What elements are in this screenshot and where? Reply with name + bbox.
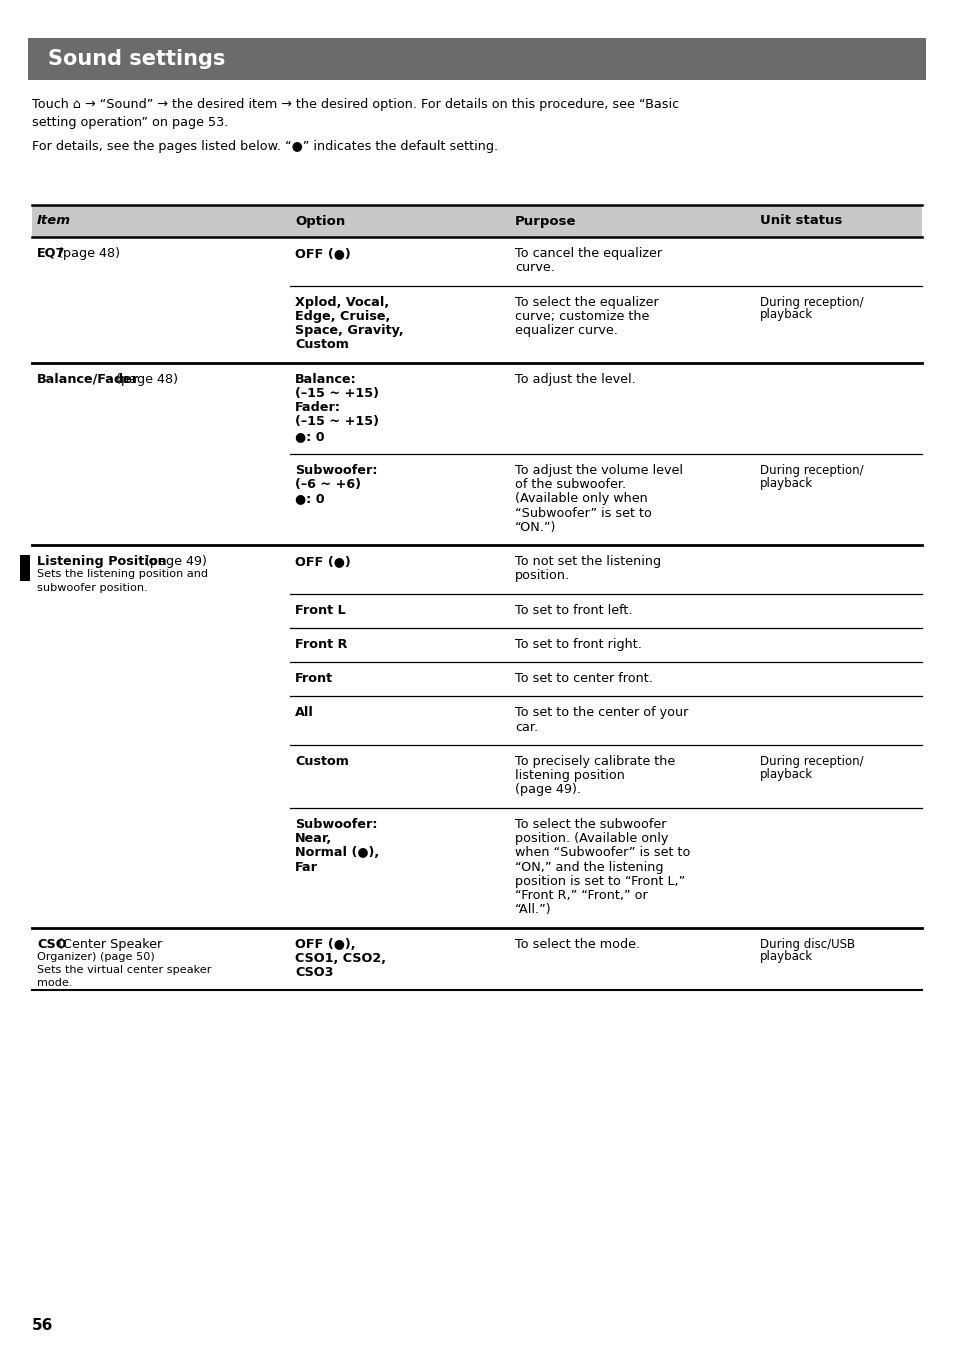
Text: Organizer) (page 50): Organizer) (page 50) bbox=[37, 952, 154, 961]
Text: (Center Speaker: (Center Speaker bbox=[54, 937, 162, 950]
Text: Subwoofer:: Subwoofer: bbox=[294, 818, 377, 830]
Text: Option: Option bbox=[294, 215, 345, 227]
Text: Purpose: Purpose bbox=[515, 215, 576, 227]
Text: mode.: mode. bbox=[37, 977, 72, 988]
Text: playback: playback bbox=[760, 950, 812, 964]
Text: Sets the virtual center speaker: Sets the virtual center speaker bbox=[37, 965, 212, 975]
Text: Edge, Cruise,: Edge, Cruise, bbox=[294, 310, 390, 323]
Text: Sound settings: Sound settings bbox=[48, 49, 225, 69]
Text: Touch ⌂ → “Sound” → the desired item → the desired option. For details on this p: Touch ⌂ → “Sound” → the desired item → t… bbox=[32, 97, 679, 111]
Text: Near,: Near, bbox=[294, 831, 332, 845]
Text: playback: playback bbox=[760, 308, 812, 322]
Text: Normal (●),: Normal (●), bbox=[294, 846, 378, 860]
Text: playback: playback bbox=[760, 477, 812, 489]
Text: position is set to “Front L,”: position is set to “Front L,” bbox=[515, 875, 684, 888]
Text: Space, Gravity,: Space, Gravity, bbox=[294, 324, 403, 337]
FancyBboxPatch shape bbox=[20, 556, 30, 581]
Text: (page 49): (page 49) bbox=[141, 556, 207, 568]
Text: Unit status: Unit status bbox=[760, 215, 841, 227]
Text: subwoofer position.: subwoofer position. bbox=[37, 583, 148, 592]
Text: Fader:: Fader: bbox=[294, 402, 340, 414]
Text: Listening Position: Listening Position bbox=[37, 556, 167, 568]
Text: ●: 0: ●: 0 bbox=[294, 430, 324, 442]
Text: “ON.”): “ON.”) bbox=[515, 521, 556, 534]
Text: EQ7: EQ7 bbox=[37, 247, 66, 260]
Text: curve.: curve. bbox=[515, 261, 555, 274]
Text: During reception/: During reception/ bbox=[760, 464, 862, 477]
Text: ●: 0: ●: 0 bbox=[294, 492, 324, 506]
Text: (–15 ~ +15): (–15 ~ +15) bbox=[294, 415, 378, 429]
Text: Balance:: Balance: bbox=[294, 373, 356, 385]
Text: To adjust the level.: To adjust the level. bbox=[515, 373, 635, 385]
Text: OFF (●): OFF (●) bbox=[294, 556, 351, 568]
Text: equalizer curve.: equalizer curve. bbox=[515, 324, 618, 337]
Text: During disc/USB: During disc/USB bbox=[760, 937, 854, 950]
Text: To not set the listening: To not set the listening bbox=[515, 556, 660, 568]
Text: setting operation” on page 53.: setting operation” on page 53. bbox=[32, 116, 228, 128]
Text: listening position: listening position bbox=[515, 769, 624, 783]
Text: To select the equalizer: To select the equalizer bbox=[515, 296, 659, 308]
Text: Front: Front bbox=[294, 672, 333, 685]
Text: To adjust the volume level: To adjust the volume level bbox=[515, 464, 682, 477]
FancyBboxPatch shape bbox=[32, 206, 921, 237]
Text: Far: Far bbox=[294, 860, 317, 873]
Text: To set to the center of your: To set to the center of your bbox=[515, 707, 688, 719]
Text: Item: Item bbox=[37, 215, 71, 227]
Text: “All.”): “All.”) bbox=[515, 903, 551, 917]
Text: Custom: Custom bbox=[294, 338, 349, 352]
Text: (–6 ~ +6): (–6 ~ +6) bbox=[294, 479, 360, 491]
Text: playback: playback bbox=[760, 768, 812, 780]
Text: OFF (●): OFF (●) bbox=[294, 247, 351, 260]
Text: Front L: Front L bbox=[294, 604, 345, 617]
Text: position. (Available only: position. (Available only bbox=[515, 831, 668, 845]
Text: “Front R,” “Front,” or: “Front R,” “Front,” or bbox=[515, 890, 647, 902]
Text: To set to front left.: To set to front left. bbox=[515, 604, 632, 617]
Text: (page 49).: (page 49). bbox=[515, 784, 580, 796]
Text: (Available only when: (Available only when bbox=[515, 492, 647, 506]
Text: CSO3: CSO3 bbox=[294, 967, 334, 979]
Text: To select the subwoofer: To select the subwoofer bbox=[515, 818, 666, 830]
Text: (page 48): (page 48) bbox=[54, 247, 120, 260]
Text: “ON,” and the listening: “ON,” and the listening bbox=[515, 860, 662, 873]
Text: Xplod, Vocal,: Xplod, Vocal, bbox=[294, 296, 389, 308]
Text: Balance/Fader: Balance/Fader bbox=[37, 373, 139, 385]
Text: Subwoofer:: Subwoofer: bbox=[294, 464, 377, 477]
Text: To cancel the equalizer: To cancel the equalizer bbox=[515, 247, 661, 260]
Text: All: All bbox=[294, 707, 314, 719]
Text: curve; customize the: curve; customize the bbox=[515, 310, 649, 323]
Text: when “Subwoofer” is set to: when “Subwoofer” is set to bbox=[515, 846, 690, 860]
Text: Custom: Custom bbox=[294, 754, 349, 768]
Text: Sets the listening position and: Sets the listening position and bbox=[37, 569, 208, 580]
Text: (page 48): (page 48) bbox=[112, 373, 178, 385]
Text: To set to front right.: To set to front right. bbox=[515, 638, 641, 650]
Text: car.: car. bbox=[515, 721, 537, 734]
Text: position.: position. bbox=[515, 569, 570, 583]
Text: OFF (●),: OFF (●), bbox=[294, 937, 355, 950]
Text: CSO1, CSO2,: CSO1, CSO2, bbox=[294, 952, 386, 965]
Text: 56: 56 bbox=[32, 1318, 53, 1333]
Text: To select the mode.: To select the mode. bbox=[515, 937, 639, 950]
Text: For details, see the pages listed below. “●” indicates the default setting.: For details, see the pages listed below.… bbox=[32, 141, 497, 153]
Text: During reception/: During reception/ bbox=[760, 296, 862, 308]
Text: CSO: CSO bbox=[37, 937, 67, 950]
Text: Front R: Front R bbox=[294, 638, 347, 650]
FancyBboxPatch shape bbox=[28, 38, 925, 80]
Text: To precisely calibrate the: To precisely calibrate the bbox=[515, 754, 675, 768]
Text: To set to center front.: To set to center front. bbox=[515, 672, 652, 685]
Text: “Subwoofer” is set to: “Subwoofer” is set to bbox=[515, 507, 651, 519]
Text: During reception/: During reception/ bbox=[760, 754, 862, 768]
Text: (–15 ~ +15): (–15 ~ +15) bbox=[294, 387, 378, 400]
Text: of the subwoofer.: of the subwoofer. bbox=[515, 479, 625, 491]
